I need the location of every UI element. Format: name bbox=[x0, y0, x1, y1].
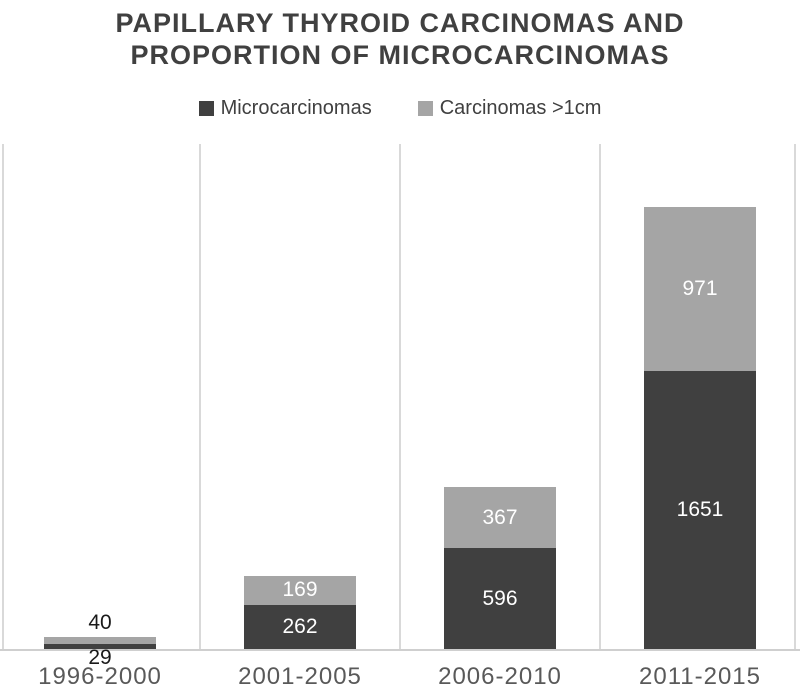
bar-column-2001-2005: 169 262 bbox=[200, 144, 400, 649]
carcinomas-gt-1cm-swatch-icon bbox=[417, 101, 433, 117]
segment-microcarcinomas-2006-2010: 596 bbox=[444, 548, 556, 649]
data-label-carcinomas-gt-1cm-1996-2000: 40 bbox=[88, 611, 112, 635]
microcarcinomas-swatch-icon bbox=[198, 101, 214, 117]
segment-microcarcinomas-2001-2005: 262 bbox=[244, 604, 356, 649]
bar-stack-2011-2015: 971 1651 bbox=[644, 207, 756, 649]
vertical-gridline bbox=[399, 143, 401, 649]
bar-stack-1996-2000 bbox=[44, 637, 156, 649]
chart-title-line2: PROPORTION OF MICROCARCINOMAS bbox=[130, 39, 670, 70]
legend-item-carcinomas-gt-1cm: Carcinomas >1cm bbox=[417, 97, 602, 120]
category-label-2001-2005: 2001-2005 bbox=[238, 662, 362, 690]
bar-stack-2001-2005: 169 262 bbox=[244, 576, 356, 649]
chart-title-line1: PAPILLARY THYROID CARCINOMAS AND bbox=[115, 8, 685, 38]
legend-label-microcarcinomas: Microcarcinomas bbox=[220, 97, 372, 120]
segment-carcinomas-gt-1cm-2006-2010: 367 bbox=[444, 486, 556, 549]
bar-column-2006-2010: 367 596 bbox=[400, 144, 600, 649]
legend-item-microcarcinomas: Microcarcinomas bbox=[198, 97, 372, 120]
segment-carcinomas-gt-1cm-2011-2015: 971 bbox=[644, 207, 756, 371]
vertical-gridline bbox=[2, 143, 4, 649]
bar-column-1996-2000: 40 29 bbox=[0, 144, 200, 668]
plot-columns: 40 29 169 262 367 596 971 1651 bbox=[0, 144, 800, 668]
legend: Microcarcinomas Carcinomas >1cm bbox=[0, 97, 800, 120]
category-label-2006-2010: 2006-2010 bbox=[438, 662, 562, 690]
segment-carcinomas-gt-1cm-1996-2000 bbox=[44, 637, 156, 644]
segment-carcinomas-gt-1cm-2001-2005: 169 bbox=[244, 576, 356, 605]
segment-microcarcinomas-2011-2015: 1651 bbox=[644, 370, 756, 649]
category-label-1996-2000: 1996-2000 bbox=[38, 662, 162, 690]
vertical-gridline bbox=[599, 143, 601, 649]
segment-microcarcinomas-1996-2000 bbox=[44, 643, 156, 649]
category-label-2011-2015: 2011-2015 bbox=[639, 662, 761, 690]
vertical-gridline bbox=[199, 143, 201, 649]
category-axis: 1996-2000 2001-2005 2006-2010 2011-2015 bbox=[0, 663, 800, 691]
bar-stack-2006-2010: 367 596 bbox=[444, 486, 556, 649]
vertical-gridline bbox=[794, 143, 796, 649]
data-label-microcarcinomas-1996-2000: 29 bbox=[88, 645, 112, 669]
bar-column-2011-2015: 971 1651 bbox=[600, 144, 800, 649]
chart-title: PAPILLARY THYROID CARCINOMAS AND PROPORT… bbox=[0, 0, 800, 72]
legend-label-carcinomas-gt-1cm: Carcinomas >1cm bbox=[439, 97, 602, 120]
plot-area: 40 29 169 262 367 596 971 1651 bbox=[0, 143, 800, 668]
